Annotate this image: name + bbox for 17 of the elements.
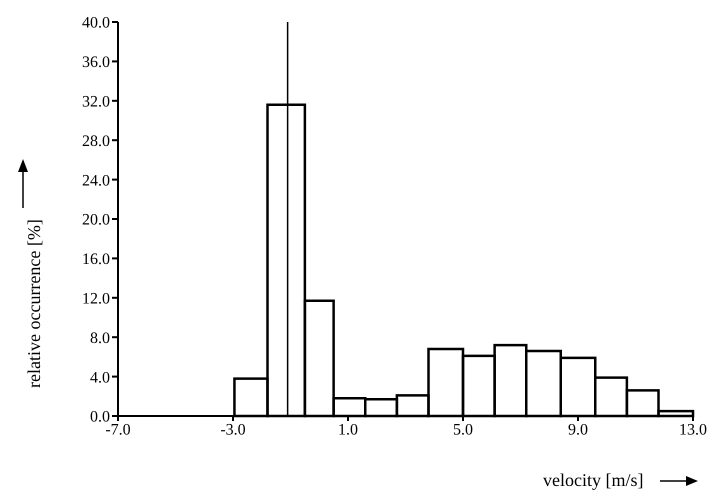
y-tick-label: 20.0 [82, 212, 110, 229]
x-tick-label: 1.0 [338, 421, 358, 438]
y-tick-label: 40.0 [82, 14, 110, 32]
x-tick-label: 13.0 [679, 421, 707, 438]
y-tick-label: 4.0 [90, 369, 110, 386]
y-tick-label: 12.0 [82, 290, 110, 308]
y-tick-label: 32.0 [82, 93, 110, 110]
y-tick-label: 28.0 [82, 132, 110, 150]
y-tick-label: 36.0 [82, 54, 110, 72]
y-tick-label: 8.0 [90, 330, 110, 347]
y-tick-label: 16.0 [82, 251, 110, 268]
x-tick-label: 5.0 [453, 421, 473, 438]
x-tick-label: 9.0 [568, 421, 588, 438]
x-tick-label: -3.0 [220, 421, 246, 438]
y-tick-label: 24.0 [82, 172, 110, 190]
x-axis-title: velocity [m/s] [543, 470, 644, 491]
y-axis-title: relative occurrence [%] [24, 219, 45, 388]
